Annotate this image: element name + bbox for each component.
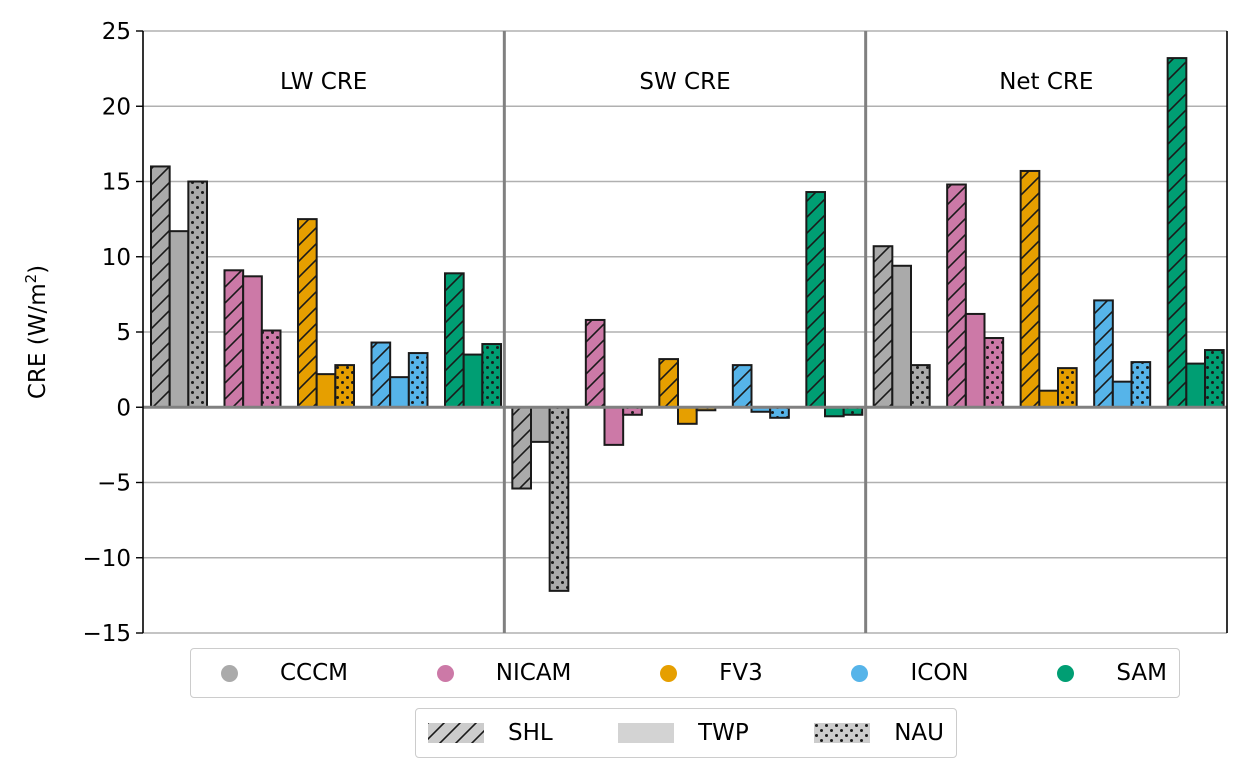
bar-net-cre-fv3-nau <box>1057 367 1078 409</box>
y-tick-label: 0 <box>116 395 131 421</box>
bar-lw-cre-icon-shl <box>370 341 392 409</box>
y-tick-label: 20 <box>102 94 131 120</box>
bar-sw-cre-cccm-twp <box>530 406 551 443</box>
legend-label: NAU <box>894 720 944 746</box>
legend-regions: SHL TWP NAU <box>415 708 957 758</box>
legend-label: FV3 <box>719 660 763 686</box>
legend-item-twp: TWP <box>618 720 749 746</box>
legend-marker <box>221 664 238 682</box>
legend-label: SHL <box>508 720 553 746</box>
bar-lw-cre-sam-shl <box>444 272 465 409</box>
panel-title-sw-cre: SW CRE <box>639 69 730 95</box>
bar-net-cre-sam-nau <box>1204 349 1225 409</box>
bar-net-cre-icon-shl <box>1093 299 1114 409</box>
bar-lw-cre-fv3-shl <box>297 218 318 409</box>
y-tick-label: 5 <box>116 320 131 346</box>
bar-net-cre-fv3-shl <box>1019 169 1041 409</box>
legend-marker <box>1057 664 1075 682</box>
y-tick-label: −10 <box>82 546 131 572</box>
legend-label: SAM <box>1116 660 1167 686</box>
bar-net-cre-cccm-nau <box>910 364 931 409</box>
legend-label: TWP <box>698 720 749 746</box>
bar-net-cre-cccm-shl <box>872 245 894 409</box>
y-tick-label: −5 <box>97 471 131 497</box>
legend-item-cccm: CCCM <box>203 660 348 686</box>
legend-models: CCCM NICAM FV3 ICON SAM <box>190 648 1180 698</box>
y-tick-label: 15 <box>102 170 131 196</box>
bar-lw-cre-sam-twp <box>462 353 484 409</box>
legend-item-nicam: NICAM <box>419 660 572 686</box>
bar-net-cre-sam-twp <box>1185 362 1207 409</box>
legend-label: CCCM <box>280 660 349 686</box>
bar-lw-cre-nicam-nau <box>260 329 282 409</box>
bar-lw-cre-nicam-shl <box>223 269 245 409</box>
legend-item-nau: NAU <box>814 720 944 746</box>
bar-sw-cre-cccm-shl <box>511 406 532 490</box>
bar-net-cre-icon-nau <box>1130 361 1152 409</box>
legend-swatch <box>428 723 484 743</box>
bars <box>150 57 1225 592</box>
bar-net-cre-nicam-twp <box>964 312 986 409</box>
bar-net-cre-nicam-shl <box>946 183 967 409</box>
y-axis-label: CRE (W/m2) <box>22 265 51 399</box>
legend-swatch <box>814 723 871 743</box>
bar-lw-cre-cccm-nau <box>187 180 208 409</box>
legend-item-fv3: FV3 <box>642 660 763 686</box>
bar-lw-cre-icon-nau <box>407 352 429 409</box>
legend-label: ICON <box>910 660 969 686</box>
bar-net-cre-icon-twp <box>1111 380 1133 409</box>
bar-sw-cre-icon-shl <box>731 364 753 409</box>
bar-sw-cre-nicam-shl <box>584 318 606 409</box>
legend-marker <box>851 664 869 682</box>
bar-sw-cre-icon-nau <box>769 406 790 419</box>
bar-net-cre-nicam-nau <box>983 337 1005 409</box>
panel-title-net-cre: Net CRE <box>999 69 1093 95</box>
bar-lw-cre-nicam-twp <box>242 275 263 409</box>
bar-sw-cre-fv3-shl <box>658 358 679 409</box>
bar-net-cre-cccm-twp <box>891 264 912 409</box>
labels: −15 −10 −5 0 5 10 15 20 25 LW CRE SW CRE Net CRE CRE… <box>22 19 1093 647</box>
bar-lw-cre-icon-twp <box>389 376 410 409</box>
y-tick-label: 10 <box>102 245 131 271</box>
legend-swatch <box>618 723 675 743</box>
bar-sw-cre-nicam-twp <box>603 406 625 446</box>
legend-item-sam: SAM <box>1039 660 1167 686</box>
y-tick-label: 25 <box>102 19 131 45</box>
panel-title-lw-cre: LW CRE <box>280 69 367 95</box>
legend-item-icon: ICON <box>833 660 969 686</box>
y-tick-label: −15 <box>82 621 131 647</box>
axes <box>136 30 1228 634</box>
bar-sw-cre-sam-shl <box>805 191 826 409</box>
bar-lw-cre-sam-nau <box>481 343 503 409</box>
legend-marker <box>660 664 678 682</box>
bar-net-cre-sam-shl <box>1166 57 1188 409</box>
bar-sw-cre-cccm-nau <box>548 406 570 592</box>
bar-lw-cre-fv3-nau <box>334 364 356 409</box>
legend-item-shl: SHL <box>428 720 553 746</box>
bar-sw-cre-fv3-twp <box>677 406 698 425</box>
bar-lw-cre-fv3-twp <box>315 373 337 409</box>
legend-marker <box>436 664 454 682</box>
bar-lw-cre-cccm-twp <box>168 230 190 409</box>
bar-lw-cre-cccm-shl <box>150 165 171 409</box>
bar-net-cre-fv3-twp <box>1038 389 1060 409</box>
legend-label: NICAM <box>495 660 572 686</box>
